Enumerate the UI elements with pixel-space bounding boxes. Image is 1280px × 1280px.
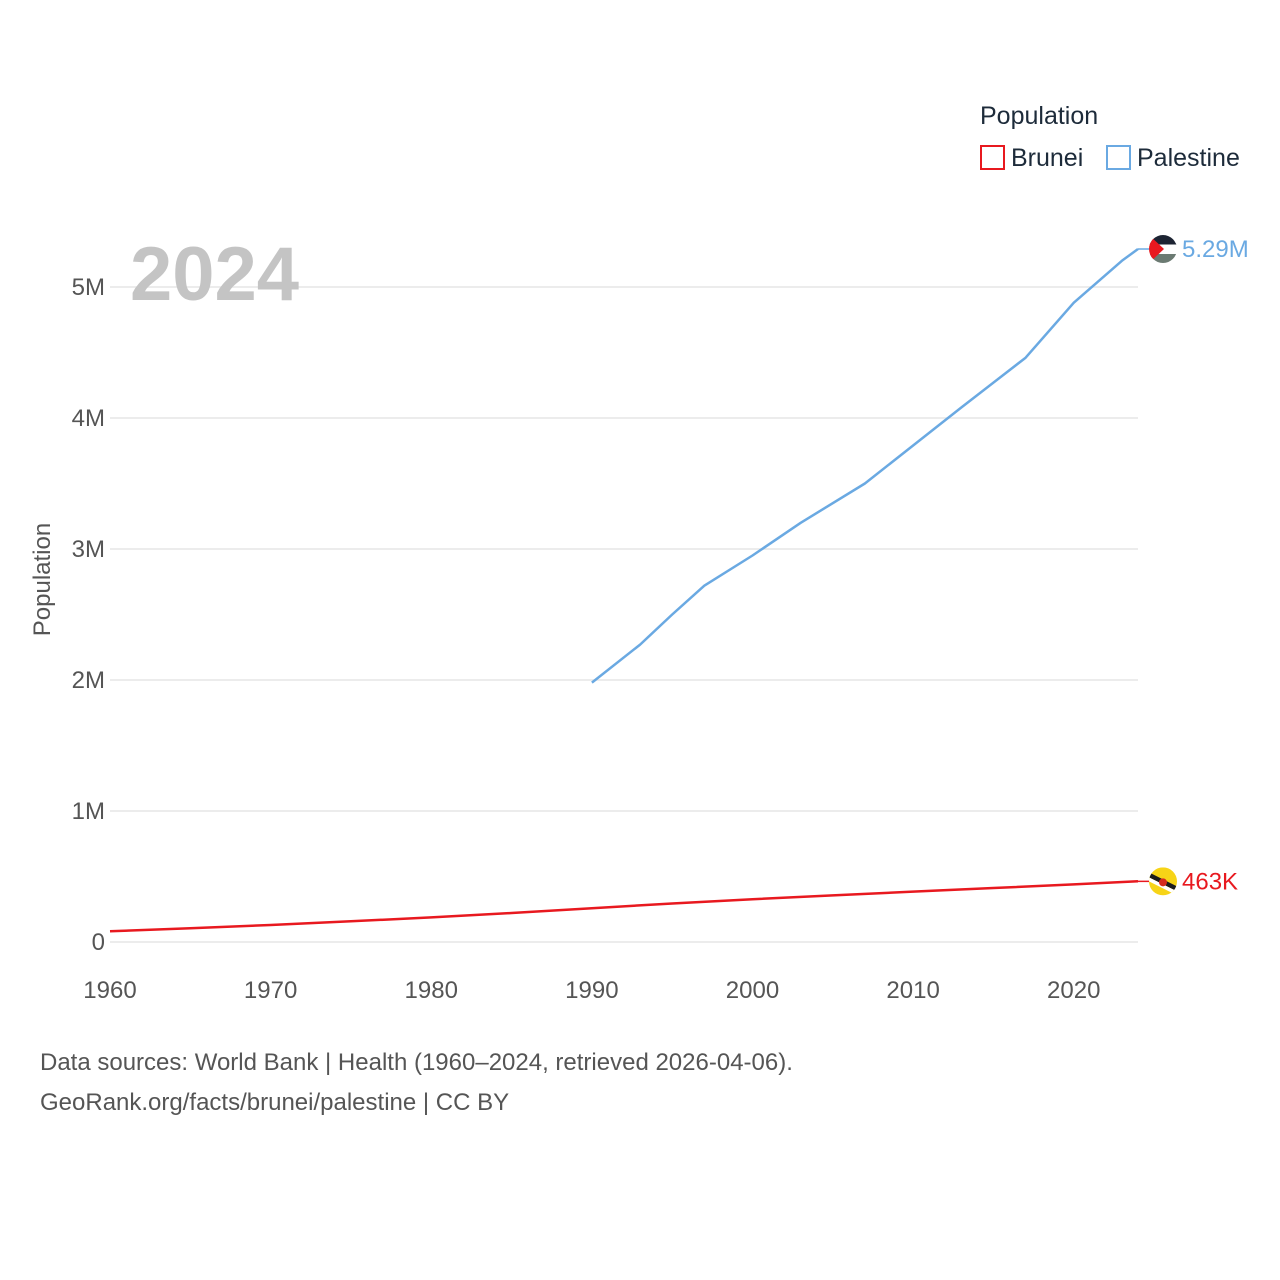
- legend-item-palestine[interactable]: Palestine: [1106, 144, 1240, 172]
- x-tick-label: 1970: [244, 977, 297, 1004]
- x-tick-label: 2000: [726, 977, 779, 1004]
- brunei-flag-icon: [1149, 867, 1177, 896]
- series-end-markers: 463K 5.29M: [1138, 235, 1249, 896]
- palestine-flag-icon: [1149, 235, 1177, 264]
- legend-swatch-palestine: [1106, 145, 1131, 170]
- source-line-site[interactable]: GeoRank.org/facts/brunei/palestine | CC …: [40, 1089, 510, 1116]
- legend-item-brunei[interactable]: Brunei: [980, 144, 1083, 172]
- highlight-year: 2024: [130, 232, 299, 317]
- legend-title: Population: [980, 102, 1098, 130]
- y-axis-label: Population: [29, 523, 56, 636]
- y-tick-label: 2M: [72, 667, 105, 694]
- legend: Population Brunei Palestine: [980, 102, 1240, 172]
- y-axis-ticks: 0 1M 2M 3M 4M 5M: [72, 274, 105, 956]
- y-tick-label: 4M: [72, 405, 105, 432]
- legend-swatch-brunei: [980, 145, 1005, 170]
- y-tick-label: 5M: [72, 274, 105, 301]
- x-tick-label: 2020: [1047, 977, 1100, 1004]
- series-line-brunei: [109, 880, 1139, 933]
- x-tick-label: 1960: [83, 977, 136, 1004]
- x-tick-label: 2010: [886, 977, 939, 1004]
- y-tick-label: 3M: [72, 536, 105, 563]
- source-attribution: Data sources: World Bank | Health (1960–…: [40, 1043, 793, 1123]
- legend-label-palestine: Palestine: [1137, 144, 1240, 172]
- end-label-palestine: 5.29M: [1182, 236, 1249, 263]
- series-lines: [109, 247, 1139, 933]
- legend-label-brunei: Brunei: [1011, 144, 1083, 172]
- end-label-brunei: 463K: [1182, 868, 1238, 895]
- source-line-data: Data sources: World Bank | Health (1960–…: [40, 1049, 793, 1076]
- gridlines: [110, 286, 1138, 943]
- population-line-chart: 0 1M 2M 3M 4M 5M 1960 1970 1980 1990 2000 2010 2020…: [29, 102, 1249, 1004]
- y-tick-label: 0: [92, 929, 105, 956]
- y-tick-label: 1M: [72, 798, 105, 825]
- x-tick-label: 1990: [565, 977, 618, 1004]
- x-tick-label: 1980: [405, 977, 458, 1004]
- series-line-palestine: [591, 247, 1139, 684]
- x-axis-ticks: 1960 1970 1980 1990 2000 2010 2020: [83, 977, 1100, 1004]
